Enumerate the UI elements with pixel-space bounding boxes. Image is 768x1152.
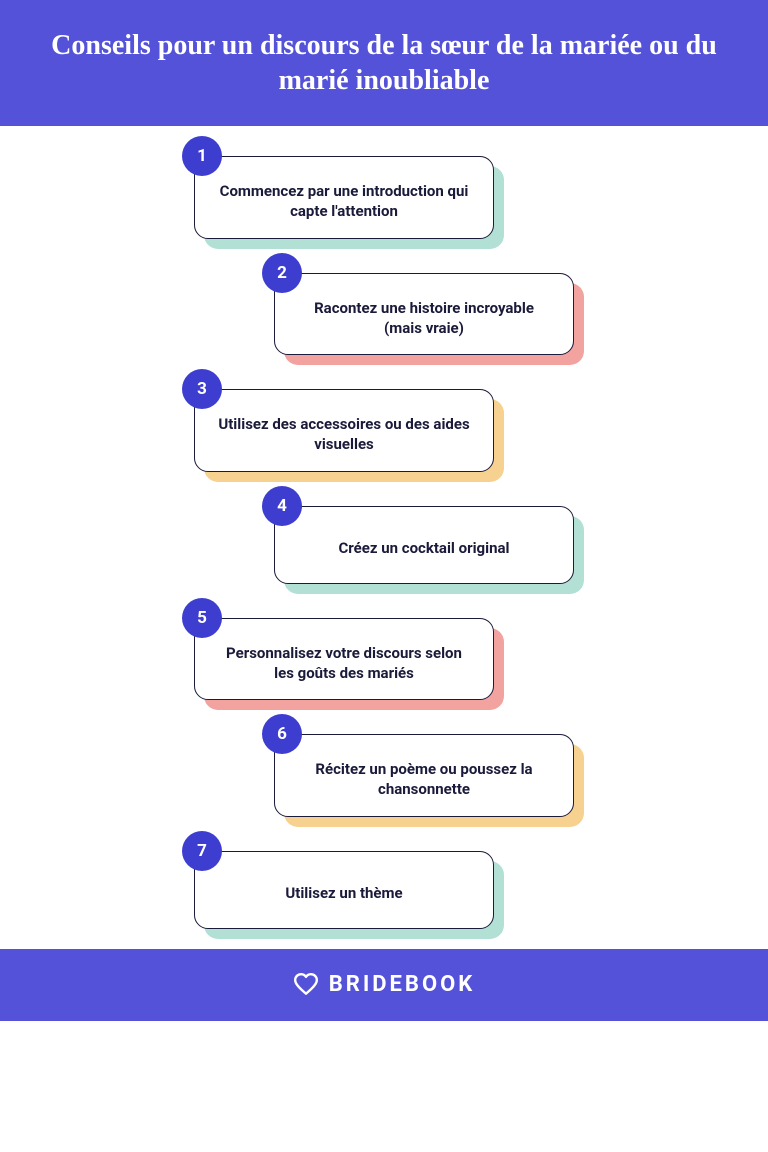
heart-icon bbox=[293, 972, 319, 998]
tip-card: Créez un cocktail original4 bbox=[274, 506, 574, 584]
tip-text: Utilisez des accessoires ou des aides vi… bbox=[215, 414, 473, 455]
tip-card: Récitez un poème ou poussez la chansonne… bbox=[274, 734, 574, 817]
tip-text: Commencez par une introduction qui capte… bbox=[215, 181, 473, 222]
tip-number-badge: 1 bbox=[182, 136, 222, 176]
tip-card: Racontez une histoire incroyable (mais v… bbox=[274, 273, 574, 356]
tip-text: Créez un cocktail original bbox=[338, 538, 509, 558]
footer-banner: BRIDEBOOK bbox=[0, 949, 768, 1021]
tips-list: Commencez par une introduction qui capte… bbox=[0, 126, 768, 949]
tip-text: Racontez une histoire incroyable (mais v… bbox=[295, 298, 553, 339]
brand-logo: BRIDEBOOK bbox=[293, 972, 476, 998]
tip-card: Utilisez des accessoires ou des aides vi… bbox=[194, 389, 494, 472]
tip-box: Racontez une histoire incroyable (mais v… bbox=[274, 273, 574, 356]
tip-box: Utilisez des accessoires ou des aides vi… bbox=[194, 389, 494, 472]
tip-text: Utilisez un thème bbox=[285, 883, 402, 903]
page-title: Conseils pour un discours de la sœur de … bbox=[40, 28, 728, 98]
tip-box: Personnalisez votre discours selon les g… bbox=[194, 618, 494, 701]
header-banner: Conseils pour un discours de la sœur de … bbox=[0, 0, 768, 126]
tip-number-badge: 6 bbox=[262, 714, 302, 754]
tip-box: Utilisez un thème bbox=[194, 851, 494, 929]
tip-number-badge: 7 bbox=[182, 831, 222, 871]
tip-box: Commencez par une introduction qui capte… bbox=[194, 156, 494, 239]
tip-text: Personnalisez votre discours selon les g… bbox=[215, 643, 473, 684]
tip-number-badge: 2 bbox=[262, 253, 302, 293]
tip-number-badge: 3 bbox=[182, 369, 222, 409]
tip-card: Commencez par une introduction qui capte… bbox=[194, 156, 494, 239]
tip-box: Récitez un poème ou poussez la chansonne… bbox=[274, 734, 574, 817]
tip-number-badge: 5 bbox=[182, 598, 222, 638]
tip-card: Utilisez un thème7 bbox=[194, 851, 494, 929]
brand-name: BRIDEBOOK bbox=[329, 972, 476, 997]
tip-text: Récitez un poème ou poussez la chansonne… bbox=[295, 759, 553, 800]
tip-number-badge: 4 bbox=[262, 486, 302, 526]
tip-card: Personnalisez votre discours selon les g… bbox=[194, 618, 494, 701]
tip-box: Créez un cocktail original bbox=[274, 506, 574, 584]
